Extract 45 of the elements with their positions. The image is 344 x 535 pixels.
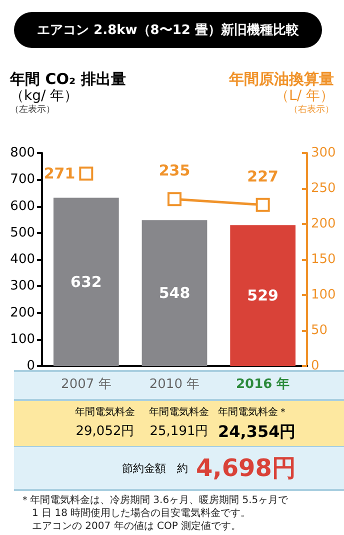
data-label: 235: [158, 162, 190, 180]
y-tick-label: 400: [10, 252, 35, 267]
text: 25,191円: [148, 423, 210, 441]
y2-axis-title: 年間原油換算量（L/ 年）（右表示）: [229, 70, 334, 116]
y-tick-label: 100: [10, 332, 35, 347]
x-tick-label: 2007 年: [61, 377, 112, 392]
x-tick-label: 2016 年: [236, 377, 290, 392]
y2-tick-label: 300: [311, 146, 336, 160]
y2-tick-label: 50: [311, 323, 328, 338]
text: ＊年間電気料金は、冷房期間 3.6ヶ月、暖房期間 5.5ヶ月で: [20, 494, 288, 507]
text: 29,052円: [74, 423, 136, 441]
x-tick-label: 2010 年: [149, 377, 200, 392]
y-tick-label: 200: [10, 305, 35, 320]
y-tick-label: 800: [10, 146, 35, 160]
y-axis-title: 年間 CO₂ 排出量（kg/ 年）（左表示）: [10, 70, 126, 116]
y-tick-label: 700: [10, 172, 35, 188]
text: 節約金額 約: [122, 460, 188, 476]
bar: [53, 198, 119, 366]
data-label: 529: [247, 286, 278, 305]
text: 24,354円: [218, 422, 296, 443]
y-tick-label: 300: [10, 278, 35, 294]
y2-tick-label: 200: [311, 216, 336, 232]
y-tick-label: 500: [10, 225, 35, 240]
y2-tick-label: 100: [311, 288, 336, 302]
data-label: 271: [44, 164, 76, 183]
text: 年間電気料金: [74, 406, 136, 419]
text: 1 日 18 時間使用した場合の目安電気料金です。: [31, 507, 252, 520]
point: [168, 192, 182, 206]
bar: [230, 225, 296, 366]
text: 年間電気料金＊: [218, 406, 288, 419]
y2-tick-label: 250: [311, 181, 336, 196]
text: 4,698円: [196, 453, 296, 484]
bar: [142, 220, 208, 366]
data-label: 227: [247, 167, 278, 186]
chart-title: エアコン 2.8kw（8〜12 畳）新旧機種比較: [14, 12, 322, 48]
y-tick-label: 0: [26, 358, 35, 374]
y-tick-label: 600: [10, 198, 35, 214]
point: [79, 166, 94, 181]
y2-tick-label: 150: [311, 252, 336, 267]
text: 年間電気料金: [148, 406, 210, 419]
text: エアコンの 2007 年の値は COP 測定値です。: [31, 520, 242, 533]
data-label: 548: [158, 284, 190, 302]
point: [256, 198, 270, 212]
y2-tick-label: 0: [311, 358, 320, 374]
data-label: 632: [70, 272, 102, 291]
